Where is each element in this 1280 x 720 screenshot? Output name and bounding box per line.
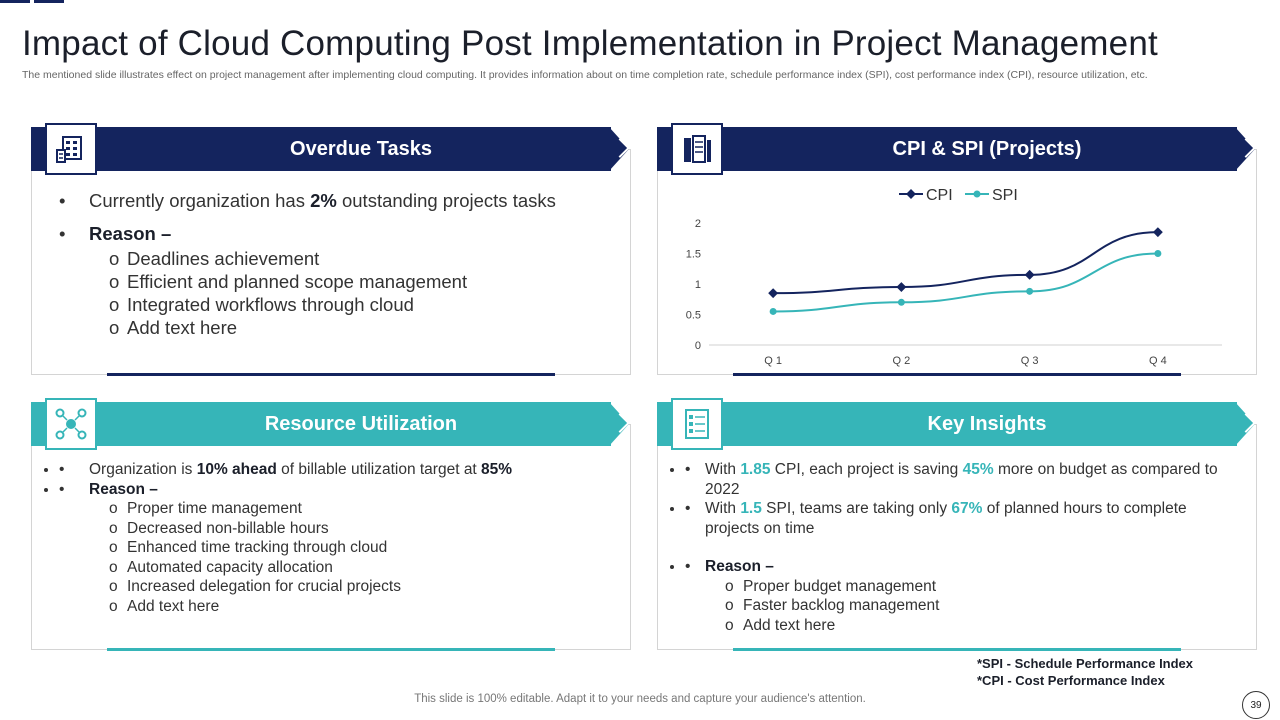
legend-marker-spi xyxy=(973,190,981,198)
list-item: With 1.5 SPI, teams are taking only 67% … xyxy=(685,499,1245,538)
data-point-spi xyxy=(1026,287,1034,295)
footer-text: This slide is 100% editable. Adapt it to… xyxy=(414,693,866,705)
list-item: Currently organization has 2% outstandin… xyxy=(59,189,619,212)
panel-banner xyxy=(31,402,611,446)
data-point-spi xyxy=(1154,250,1162,257)
x-tick-label: Q 3 xyxy=(1021,355,1039,367)
reason-label: Reason – xyxy=(89,223,172,244)
panel-underline xyxy=(733,373,1181,376)
y-tick-label: 0.5 xyxy=(686,310,701,322)
sub-item: Proper time management xyxy=(109,499,619,519)
panel-box xyxy=(657,149,1257,375)
checklist-icon xyxy=(671,398,723,450)
banner-arrow xyxy=(1235,127,1255,171)
sub-item: Add text here xyxy=(109,597,619,617)
legend-label-spi: SPI xyxy=(992,187,1018,204)
x-tick-label: Q 4 xyxy=(1149,355,1167,367)
sub-item: Automated capacity allocation xyxy=(109,558,619,578)
list-item: Reason – Proper budget management Faster… xyxy=(685,557,1245,635)
panel-underline xyxy=(107,648,555,651)
reason-label: Reason – xyxy=(89,480,158,498)
sub-item: Add text here xyxy=(725,616,1245,636)
y-tick-label: 0 xyxy=(695,340,701,352)
sub-item: Enhanced time tracking through cloud xyxy=(109,538,619,558)
sub-item: Increased delegation for crucial project… xyxy=(109,577,619,597)
sub-item: Deadlines achievement xyxy=(109,247,619,270)
series-line-cpi xyxy=(773,231,1158,295)
data-point-cpi xyxy=(1024,269,1035,280)
data-point-cpi xyxy=(768,288,779,299)
data-point-spi xyxy=(897,298,905,306)
list-item: Reason – Proper time management Decrease… xyxy=(59,480,619,617)
top-accent-right xyxy=(34,0,64,3)
panel-title: Key Insights xyxy=(927,413,1047,435)
sub-item: Proper budget management xyxy=(725,577,1245,597)
banner-arrow xyxy=(609,402,629,446)
page-number: 39 xyxy=(1242,691,1270,719)
banner-arrow xyxy=(609,127,629,171)
sub-item: Faster backlog management xyxy=(725,596,1245,616)
data-point-spi xyxy=(769,307,777,315)
footnote-cpi: *CPI - Cost Performance Index xyxy=(977,673,1165,688)
data-point-cpi xyxy=(1152,227,1163,238)
sub-item: Add text here xyxy=(109,316,619,339)
panel-banner xyxy=(31,127,611,171)
footnotes: *SPI - Schedule Performance Index *CPI -… xyxy=(977,655,1193,689)
sub-item: Decreased non-billable hours xyxy=(109,519,619,539)
network-icon xyxy=(45,398,97,450)
legend-marker-cpi xyxy=(906,189,916,199)
top-accent-left xyxy=(0,0,30,3)
reason-label: Reason – xyxy=(705,558,774,575)
overdue-tasks-panel: Overdue Tasks Currently organization has… xyxy=(31,123,631,376)
panel-title: Overdue Tasks xyxy=(290,138,432,160)
panel-content: Organization is 10% ahead of billable ut… xyxy=(59,460,619,616)
page-subtitle: The mentioned slide illustrates effect o… xyxy=(22,69,1148,81)
x-tick-label: Q 1 xyxy=(764,355,782,367)
y-tick-label: 1.5 xyxy=(686,249,701,261)
panel-title: Resource Utilization xyxy=(264,413,458,435)
panel-banner xyxy=(657,127,1237,171)
panel-underline xyxy=(733,648,1181,651)
sub-item: Efficient and planned scope management xyxy=(109,270,619,293)
y-tick-label: 1 xyxy=(695,279,701,291)
panel-content: With 1.85 CPI, each project is saving 45… xyxy=(685,460,1245,635)
list-item: With 1.85 CPI, each project is saving 45… xyxy=(685,460,1245,499)
calendar-icon xyxy=(45,123,97,175)
x-tick-label: Q 2 xyxy=(893,355,911,367)
panel-title: CPI & SPI (Projects) xyxy=(892,138,1082,160)
series-line-spi xyxy=(773,252,1158,313)
y-tick-label: 2 xyxy=(695,218,701,230)
footnote-spi: *SPI - Schedule Performance Index xyxy=(977,656,1194,671)
page-title: Impact of Cloud Computing Post Implement… xyxy=(22,24,1158,63)
cpi-spi-line-chart: 0 0.5 1 1.5 2 Q 1 Q 2 Q 3 Q 4 CPI SPI xyxy=(686,187,1222,367)
cpi-spi-panel: CPI & SPI (Projects) 0 0.5 1 1.5 2 Q 1 Q 2 Q 3 Q… xyxy=(657,123,1257,376)
panel-content: Currently organization has 2% outstandin… xyxy=(59,189,619,349)
document-icon xyxy=(671,123,723,175)
data-point-cpi xyxy=(896,282,907,292)
list-item: Organization is 10% ahead of billable ut… xyxy=(59,460,619,480)
list-item: Reason – Deadlines achievement Efficient… xyxy=(59,222,619,339)
panel-banner xyxy=(657,402,1237,446)
key-insights-panel: Key Insights With 1.85 CPI, each project… xyxy=(657,398,1257,651)
resource-utilization-panel: Resource Utilization Organization is 10%… xyxy=(31,398,631,651)
sub-item: Integrated workflows through cloud xyxy=(109,293,619,316)
panel-underline xyxy=(107,373,555,376)
banner-arrow xyxy=(1235,402,1255,446)
legend-label-cpi: CPI xyxy=(926,187,953,204)
